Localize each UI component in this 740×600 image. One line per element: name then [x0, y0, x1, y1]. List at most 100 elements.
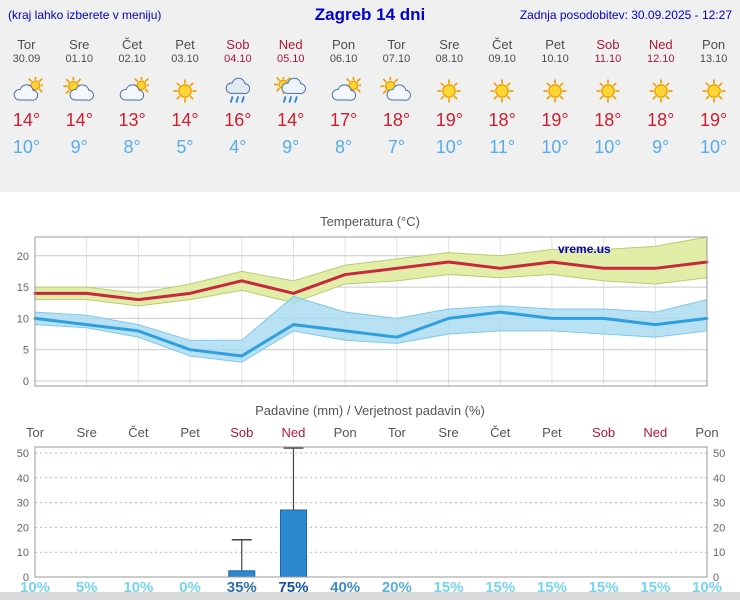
forecast-day-06.10: Pon 06.10 17° 8°: [317, 37, 370, 157]
min-temperature: 8°: [123, 137, 141, 157]
min-temperature: 9°: [282, 137, 300, 157]
day-date-label: 08.10: [435, 53, 464, 65]
max-temperature: 14°: [12, 110, 41, 130]
max-temperature-line: [33, 260, 709, 302]
forecast-day-05.10: Ned 05.10 14° 9°: [264, 37, 317, 157]
temp-axis-tick: 5: [23, 345, 29, 357]
max-temperature: 19°: [699, 110, 728, 130]
forecast-day-01.10: Sre 01.10 14° 9°: [53, 37, 106, 157]
day-name-label: Pon: [702, 37, 726, 52]
forecast-day-04.10: Sob 04.10 16° 4°: [211, 37, 264, 157]
day-name-label: Ned: [648, 37, 673, 52]
max-temperature: 16°: [224, 110, 252, 130]
day-date-label: 01.10: [65, 53, 94, 65]
precip-day-label: Sre: [77, 425, 97, 440]
min-temperature: 5°: [176, 137, 194, 157]
forecast-day-09.10: Čet 09.10 18° 11°: [476, 37, 529, 157]
precip-axis-tick: 10: [17, 547, 29, 559]
max-temperature: 13°: [118, 110, 146, 130]
sunny-icon: [634, 75, 687, 107]
precip-probability-label: 15%: [537, 579, 567, 596]
precip-day-label: Sre: [438, 425, 458, 440]
day-name-label: Ned: [278, 37, 303, 52]
min-temperature: 10°: [594, 137, 622, 157]
forecast-day-10.10: Pet 10.10 19° 10°: [529, 37, 582, 157]
sunny-icon: [159, 75, 212, 107]
precip-day-label: Ned: [282, 425, 306, 440]
precip-probability-label: 15%: [589, 579, 619, 596]
precip-day-label: Pon: [334, 425, 357, 440]
day-name-label: Pon: [332, 37, 356, 52]
day-date-label: 10.10: [541, 53, 569, 65]
temp-axis-tick: 0: [23, 376, 29, 388]
day-name-label: Čet: [122, 37, 143, 52]
day-name-label: Sre: [439, 37, 460, 52]
max-temperature: 18°: [488, 110, 516, 130]
precip-probability-label: 15%: [640, 579, 670, 596]
precip-axis-tick: 20: [17, 522, 29, 534]
menu-hint-note: (kraj lahko izberete v meniju): [8, 8, 162, 22]
last-update-label: Zadnja posodobitev: 30.09.2025 - 12:27: [519, 8, 732, 22]
precip-axis-tick: 50: [17, 448, 29, 460]
sunny-icon: [423, 75, 476, 107]
precip-probability-label: 40%: [330, 579, 360, 596]
day-date-label: 30.09: [12, 53, 41, 65]
precip-probability-label: 75%: [278, 579, 308, 596]
precip-bar: [279, 509, 307, 578]
sunny-icon: [581, 75, 634, 107]
precip-axis-tick: 0: [713, 572, 719, 584]
precip-axis-tick: 20: [713, 522, 725, 534]
precip-axis-tick: 40: [713, 473, 725, 485]
precip-day-label: Čet: [128, 425, 149, 440]
partly-cloudy-icon: [53, 75, 106, 107]
day-date-label: 09.10: [488, 53, 516, 65]
max-temperature: 14°: [65, 110, 93, 130]
max-temperature: 19°: [541, 110, 569, 130]
precipitation-chart: Tor Sre Čet Pet Sob Ned Pon Tor Sre Čet Pet Sob Ned P…: [17, 425, 726, 596]
temperature-chart-title: Temperatura (°C): [320, 214, 420, 229]
max-temperature: 17°: [329, 110, 358, 130]
forecast-day-08.10: Sre 08.10 19° 10°: [423, 37, 476, 157]
footer-strip: [0, 592, 740, 600]
forecast-day-02.10: Čet 02.10 13° 8°: [106, 37, 159, 157]
precip-day-label: Čet: [490, 425, 511, 440]
rain-icon: [211, 75, 264, 107]
min-temperature-range-band: [35, 296, 707, 363]
precip-axis-tick: 10: [713, 547, 725, 559]
sunny-icon: [529, 75, 582, 107]
day-name-label: Sre: [69, 37, 90, 52]
temperature-chart: 0 5 10 15 20 vreme.us: [17, 236, 709, 388]
precip-probability-label: 10%: [123, 579, 153, 596]
max-temperature: 18°: [647, 110, 675, 130]
forecast-day-12.10: Ned 12.10 18° 9°: [634, 37, 687, 157]
day-date-label: 12.10: [646, 53, 675, 65]
precip-day-label: Tor: [388, 425, 407, 440]
precip-probability-label: 15%: [485, 579, 515, 596]
mostly-cloudy-icon: [317, 75, 370, 107]
mostly-cloudy-icon: [0, 75, 53, 107]
day-date-label: 05.10: [276, 53, 305, 65]
max-temperature: 14°: [277, 110, 305, 130]
day-name-label: Čet: [492, 37, 513, 52]
sunny-icon: [476, 75, 529, 107]
precip-bar: [228, 570, 256, 578]
page-title: Zagreb 14 dni: [314, 5, 426, 24]
precip-probability-label: 35%: [227, 579, 257, 596]
precip-day-label: Ned: [643, 425, 667, 440]
precip-axis-tick: 50: [713, 448, 725, 460]
forecast-day-07.10: Tor 07.10 18° 7°: [370, 37, 423, 157]
sunny-icon: [687, 75, 740, 107]
day-date-label: 07.10: [382, 53, 411, 65]
watermark: vreme.us: [558, 242, 611, 256]
min-temperature: 7°: [387, 137, 406, 157]
min-temperature: 9°: [652, 137, 670, 157]
day-date-label: 11.10: [594, 53, 622, 65]
min-temperature: 10°: [699, 137, 728, 157]
min-temperature: 9°: [70, 137, 88, 157]
precip-day-label: Pon: [695, 425, 718, 440]
temp-axis-tick: 10: [17, 313, 29, 325]
precip-probability-label: 10%: [692, 579, 722, 596]
min-temperature: 4°: [229, 137, 247, 157]
max-temperature: 14°: [171, 110, 199, 130]
